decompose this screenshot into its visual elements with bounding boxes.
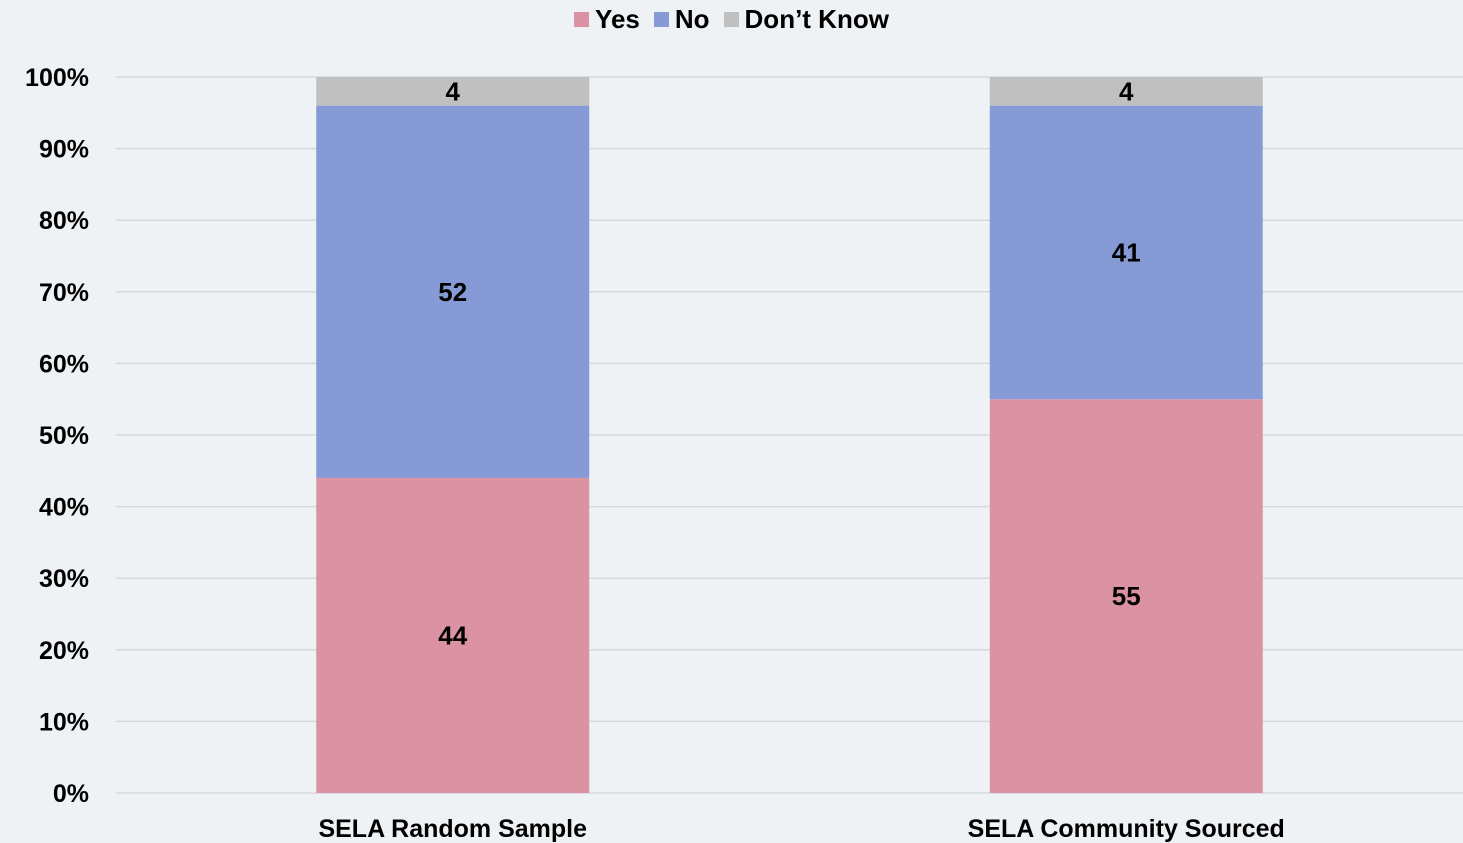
y-tick-label: 40% xyxy=(39,494,89,522)
bar-segment xyxy=(316,477,590,793)
data-label: 4 xyxy=(446,76,461,106)
legend-swatch-dont-know xyxy=(723,12,739,27)
bar-segment xyxy=(989,77,1263,106)
x-tick-label: SELA Random Sample xyxy=(318,815,587,843)
legend-item-yes: Yes xyxy=(574,4,640,35)
data-label: 52 xyxy=(438,277,467,307)
legend-label-dont-know: Don’t Know xyxy=(744,4,889,34)
bar-segment xyxy=(316,105,590,478)
y-tick-label: 30% xyxy=(39,565,89,593)
legend-item-no: No xyxy=(653,4,710,35)
legend-swatch-no xyxy=(653,12,669,27)
bar-segment xyxy=(989,105,1263,400)
data-label: 55 xyxy=(1112,581,1141,611)
legend-item-dont-know: Don’t Know xyxy=(723,4,889,35)
y-tick-label: 70% xyxy=(39,279,89,307)
y-tick-label: 100% xyxy=(25,64,89,92)
y-tick-label: 80% xyxy=(39,207,89,235)
y-tick-label: 90% xyxy=(39,136,89,164)
chart-legend: Yes No Don’t Know xyxy=(0,4,1463,35)
y-tick-label: 60% xyxy=(39,350,89,378)
legend-swatch-yes xyxy=(574,12,590,27)
y-tick-label: 10% xyxy=(39,708,89,736)
y-tick-label: 50% xyxy=(39,422,89,450)
y-tick-label: 20% xyxy=(39,637,89,665)
data-label: 41 xyxy=(1112,237,1141,267)
bar-segment xyxy=(989,399,1263,793)
legend-label-yes: Yes xyxy=(595,4,640,34)
legend-label-no: No xyxy=(674,4,710,34)
data-label: 4 xyxy=(1119,76,1134,106)
data-label: 44 xyxy=(438,620,467,650)
y-tick-label: 0% xyxy=(53,780,89,808)
bar-segment xyxy=(316,77,590,106)
x-tick-label: SELA Community Sourced xyxy=(968,815,1285,843)
